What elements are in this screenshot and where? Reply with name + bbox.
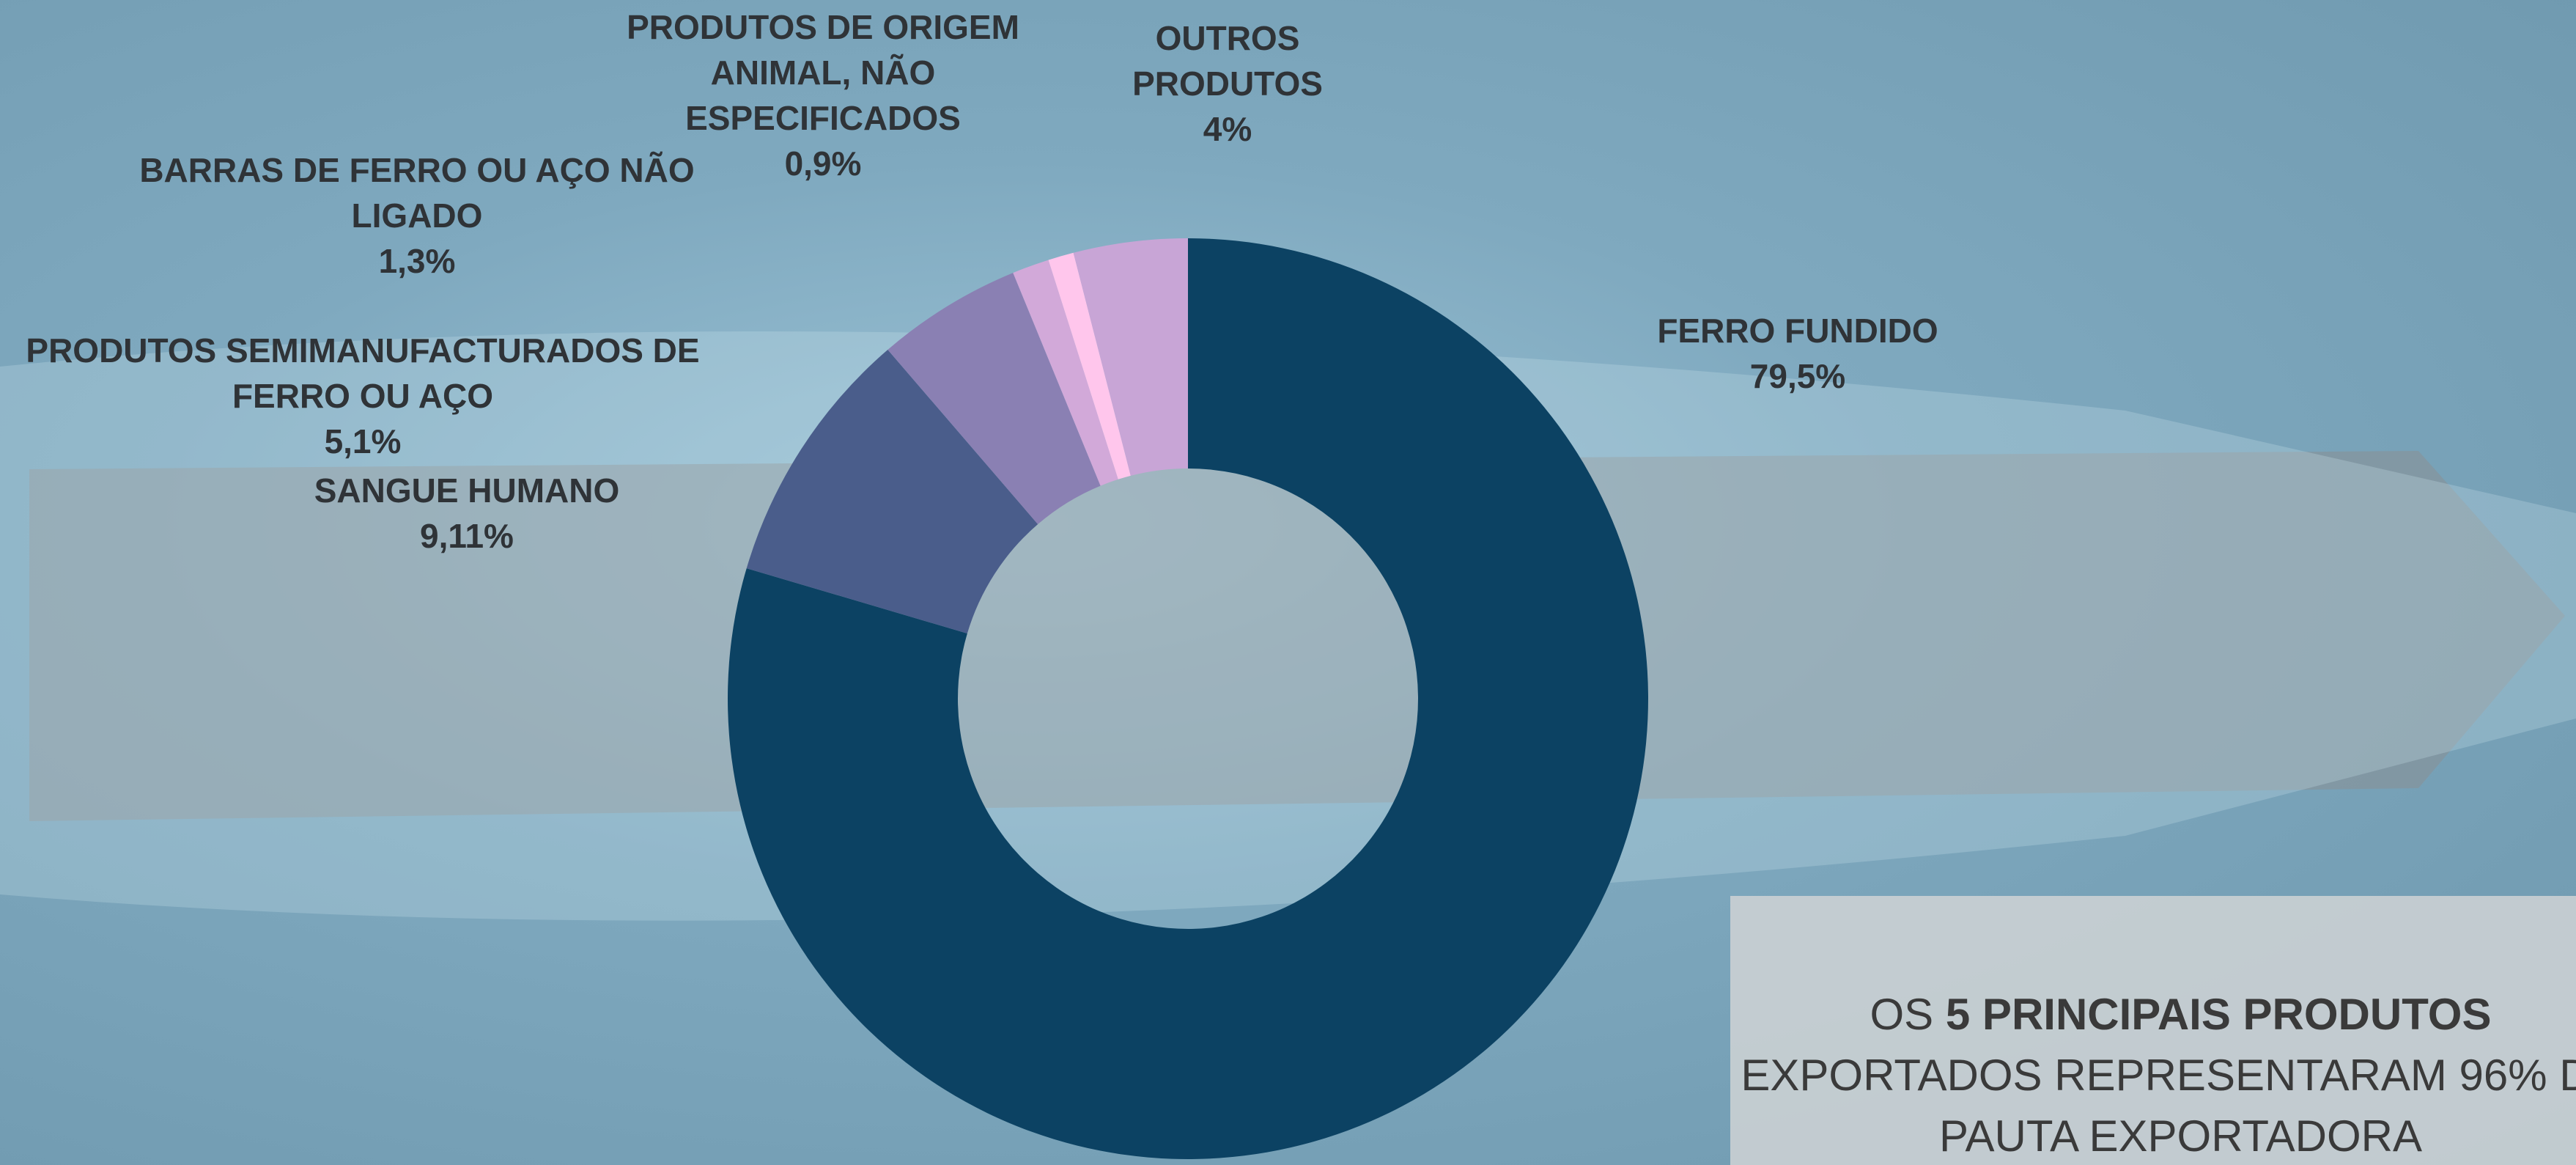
value-label: 5,1% xyxy=(0,419,729,464)
category-label: PRODUTOS DE ORIGEM ANIMAL, NÃO ESPECIFIC… xyxy=(588,4,1058,141)
annotation: OS 5 PRINCIPAIS PRODUTOS EXPORTADOS REPR… xyxy=(1730,896,2576,1165)
value-label: 1,3% xyxy=(139,238,695,284)
value-label: 9,11% xyxy=(276,513,657,559)
infographic: OS 5 PRINCIPAIS PRODUTOS EXPORTADOS REPR… xyxy=(0,0,2576,1165)
category-label: PRODUTOS SEMIMANUFACTURADOS DE FERRO OU … xyxy=(0,328,729,419)
category-label: OUTROS PRODUTOS xyxy=(1103,15,1352,106)
value-label: 0,9% xyxy=(588,141,1058,186)
value-label: 4% xyxy=(1103,106,1352,152)
category-label: FERRO FUNDIDO xyxy=(1593,308,2003,353)
slice-label: PRODUTOS SEMIMANUFACTURADOS DE FERRO OU … xyxy=(0,328,729,464)
annotation-rest: EXPORTADOS REPRESENTARAM 96% DA PAUTA EX… xyxy=(1741,1051,2576,1161)
annotation-prefix: OS xyxy=(1870,990,1934,1039)
annotation-bold: 5 PRINCIPAIS PRODUTOS xyxy=(1946,990,2492,1039)
category-label: SANGUE HUMANO xyxy=(276,468,657,513)
value-label: 79,5% xyxy=(1593,353,2003,399)
slice-label: PRODUTOS DE ORIGEM ANIMAL, NÃO ESPECIFIC… xyxy=(588,4,1058,186)
